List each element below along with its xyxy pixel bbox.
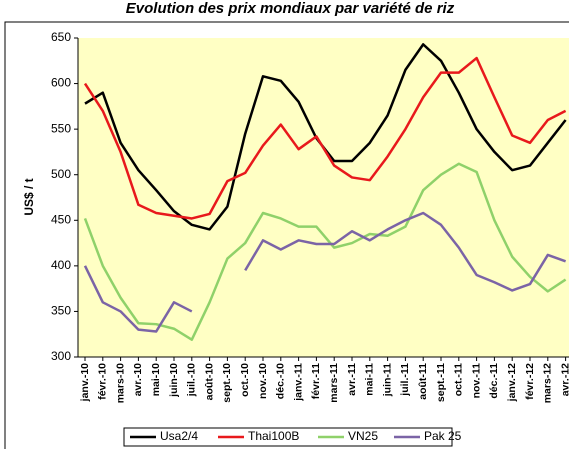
legend: Usa2/4 Thai100B VN25 Pak 25 xyxy=(123,427,462,447)
series-line xyxy=(83,162,567,341)
x-tick-label: sept.-10 xyxy=(221,363,233,403)
x-tick-label: nov.-11 xyxy=(470,363,482,399)
y-axis-label: US$ / t xyxy=(22,178,36,215)
y-tick-label: 650 xyxy=(51,30,71,44)
x-tick-label: oct.-10 xyxy=(239,363,251,397)
legend-label: Thai100B xyxy=(248,429,299,443)
x-tick-label: déc.-10 xyxy=(275,363,287,399)
x-tick-label: févr.-10 xyxy=(97,363,109,400)
y-tick-label: 350 xyxy=(51,304,71,318)
x-tick-label: août-11 xyxy=(417,363,429,400)
plot-area xyxy=(78,38,569,357)
x-tick-label: mars-11 xyxy=(328,363,340,403)
y-tick-label: 450 xyxy=(51,212,71,226)
legend-label: Usa2/4 xyxy=(160,429,198,443)
x-tick-label: janv.-11 xyxy=(292,363,304,402)
x-tick-label: juil.-11 xyxy=(399,363,411,397)
x-tick-label: févr.-11 xyxy=(310,363,322,399)
x-tick-label: avr.-12 xyxy=(559,363,569,396)
x-tick-label: janv.-10 xyxy=(79,363,91,402)
x-tick-label: août-10 xyxy=(203,363,215,401)
series-line xyxy=(83,211,567,333)
legend-label: VN25 xyxy=(348,429,378,443)
chart-title: Evolution des prix mondiaux par variété … xyxy=(126,0,455,17)
y-tick-label: 600 xyxy=(51,76,71,90)
y-tick-label: 500 xyxy=(51,167,71,181)
x-tick-label: mai-11 xyxy=(364,363,376,396)
legend-box xyxy=(123,427,453,447)
x-tick-label: nov.-10 xyxy=(257,363,269,399)
y-tick-label: 300 xyxy=(51,349,71,363)
series-line xyxy=(83,56,567,220)
x-tick-label: mars-12 xyxy=(542,363,554,403)
x-tick-label: avr.-10 xyxy=(132,363,144,396)
x-tick-label: janv.-12 xyxy=(506,363,518,402)
x-tick-label: sept.-11 xyxy=(435,363,447,402)
x-tick-label: mars-10 xyxy=(114,363,126,403)
x-tick-label: avr.-11 xyxy=(346,363,358,396)
x-tick-label: oct.-11 xyxy=(453,363,465,396)
x-tick-label: déc.-11 xyxy=(488,363,500,399)
x-tick-label: juil.-10 xyxy=(186,363,198,397)
x-tick-label: mai-10 xyxy=(150,363,162,396)
y-tick-label: 400 xyxy=(51,258,71,272)
legend-label: Pak 25 xyxy=(424,429,462,443)
x-tick-label: févr.-12 xyxy=(524,363,536,400)
x-tick-label: juin-11 xyxy=(381,363,393,397)
x-tick-label: juin-10 xyxy=(168,363,180,398)
y-tick-label: 550 xyxy=(51,121,71,135)
